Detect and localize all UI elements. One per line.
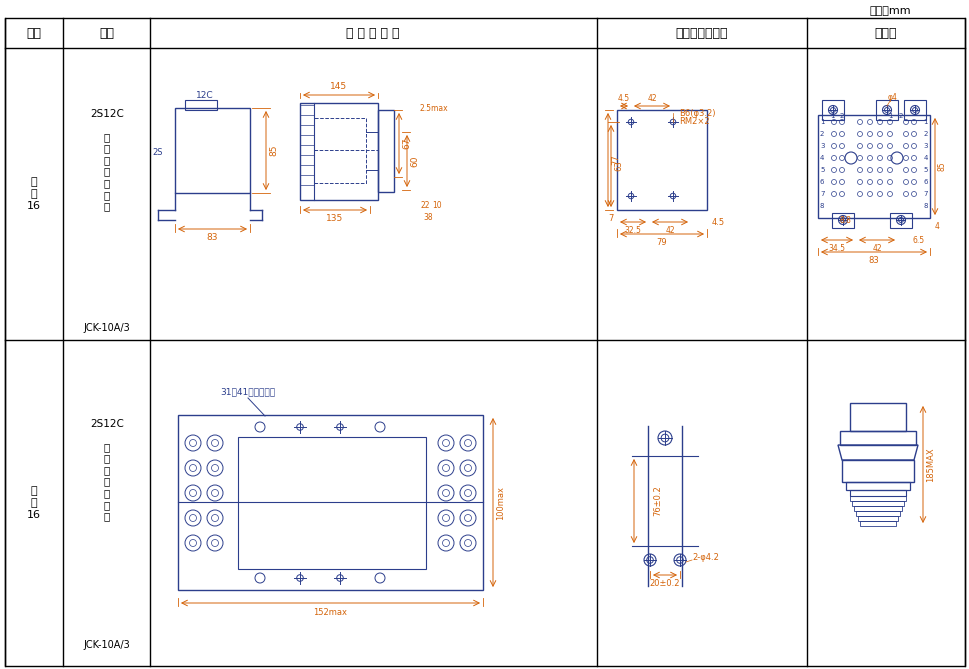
Bar (378, 110, 393, 192)
Text: 结构: 结构 (100, 27, 114, 39)
Text: 83: 83 (867, 256, 879, 265)
Text: 2S12C

凸
出
式
板
后
接
线: 2S12C 凸 出 式 板 后 接 线 (90, 108, 124, 211)
Text: 20±0.2: 20±0.2 (649, 579, 679, 588)
Bar (616, 110, 706, 210)
Text: 单位：mm: 单位：mm (869, 6, 911, 16)
Text: 38: 38 (422, 213, 432, 221)
Bar (845, 482, 909, 490)
Text: 4: 4 (819, 155, 824, 161)
Text: 外 形 尺 寸 图: 外 形 尺 寸 图 (346, 27, 399, 39)
Text: 22: 22 (420, 201, 429, 209)
Text: 8.8: 8.8 (839, 215, 851, 225)
Bar (903, 100, 925, 120)
Bar (849, 490, 905, 496)
Text: 85: 85 (268, 145, 278, 157)
Bar (174, 108, 250, 193)
Text: 8: 8 (819, 203, 824, 209)
Text: 4: 4 (922, 155, 927, 161)
Text: 4.5: 4.5 (711, 217, 725, 227)
Bar (851, 501, 903, 506)
Text: 77: 77 (610, 155, 619, 165)
Text: 2S: 2S (152, 147, 163, 157)
Bar (821, 100, 843, 120)
Bar (853, 506, 901, 511)
Text: 1: 1 (922, 119, 927, 125)
Bar (817, 115, 929, 218)
Bar (314, 118, 365, 183)
Bar (890, 213, 911, 228)
Text: RM2×2: RM2×2 (678, 116, 709, 126)
Text: 2: 2 (922, 131, 927, 137)
Bar (849, 496, 905, 501)
Text: 端子图: 端子图 (874, 27, 896, 39)
Text: JCK-10A/3: JCK-10A/3 (83, 640, 130, 650)
Text: φ4: φ4 (887, 92, 897, 102)
Text: 135: 135 (326, 214, 343, 223)
Text: 图号: 图号 (26, 27, 42, 39)
Bar (855, 511, 899, 516)
Text: 5: 5 (819, 167, 824, 173)
Text: 2-φ4.2: 2-φ4.2 (691, 553, 718, 563)
Bar (875, 100, 897, 120)
Bar (841, 460, 913, 482)
Bar (237, 437, 425, 569)
Text: 67: 67 (401, 138, 411, 149)
Bar (860, 521, 895, 526)
Text: 185MAX: 185MAX (925, 447, 934, 482)
Text: 10: 10 (432, 201, 441, 209)
Text: 4.5: 4.5 (617, 94, 630, 103)
Text: 7: 7 (608, 213, 613, 223)
Text: 83: 83 (206, 233, 218, 242)
Text: 145: 145 (330, 82, 347, 91)
Text: 34.5: 34.5 (828, 244, 845, 253)
Text: JCK-10A/3: JCK-10A/3 (83, 323, 130, 333)
Bar (178, 415, 483, 590)
Text: 76±0.2: 76±0.2 (652, 486, 661, 516)
Text: 2.5max: 2.5max (420, 104, 448, 112)
Text: 1: 1 (828, 113, 833, 119)
Text: 60: 60 (410, 155, 419, 167)
Text: 安装开孔尺寸图: 安装开孔尺寸图 (675, 27, 728, 39)
Text: 1: 1 (887, 113, 891, 119)
Text: 2: 2 (819, 131, 824, 137)
Text: 79: 79 (656, 238, 667, 247)
Bar (839, 431, 915, 445)
Text: 42: 42 (646, 94, 656, 103)
Text: 6: 6 (922, 179, 927, 185)
Text: 附
图
16: 附 图 16 (27, 177, 41, 211)
Text: 85: 85 (937, 162, 946, 171)
Text: 3: 3 (819, 143, 824, 149)
Text: 31、41为电流端子: 31、41为电流端子 (220, 387, 275, 397)
Text: 42: 42 (871, 244, 881, 253)
Text: 2: 2 (898, 113, 902, 119)
Text: 152max: 152max (313, 608, 347, 617)
Text: 1: 1 (819, 119, 824, 125)
Text: 8: 8 (922, 203, 927, 209)
Text: 6: 6 (819, 179, 824, 185)
Bar (185, 100, 217, 110)
Text: B6(φ3.2): B6(φ3.2) (678, 108, 715, 118)
Text: 2S12C

凸
出
式
板
前
接
线: 2S12C 凸 出 式 板 前 接 线 (90, 419, 124, 521)
Text: 附
图
16: 附 图 16 (27, 486, 41, 520)
Text: 100max: 100max (495, 486, 505, 520)
Text: 3: 3 (922, 143, 927, 149)
Text: 42: 42 (665, 226, 674, 235)
Text: 63: 63 (613, 161, 622, 171)
Text: 6.5: 6.5 (912, 235, 924, 244)
Text: 4: 4 (934, 221, 939, 231)
Text: 7: 7 (922, 191, 927, 197)
Bar (831, 213, 853, 228)
Text: 12C: 12C (196, 90, 213, 100)
Bar (858, 516, 897, 521)
Bar (299, 103, 378, 200)
Text: 7: 7 (819, 191, 824, 197)
Text: 2: 2 (839, 113, 843, 119)
Bar (849, 403, 905, 431)
Text: 32.5: 32.5 (624, 226, 641, 235)
Text: 5: 5 (922, 167, 927, 173)
